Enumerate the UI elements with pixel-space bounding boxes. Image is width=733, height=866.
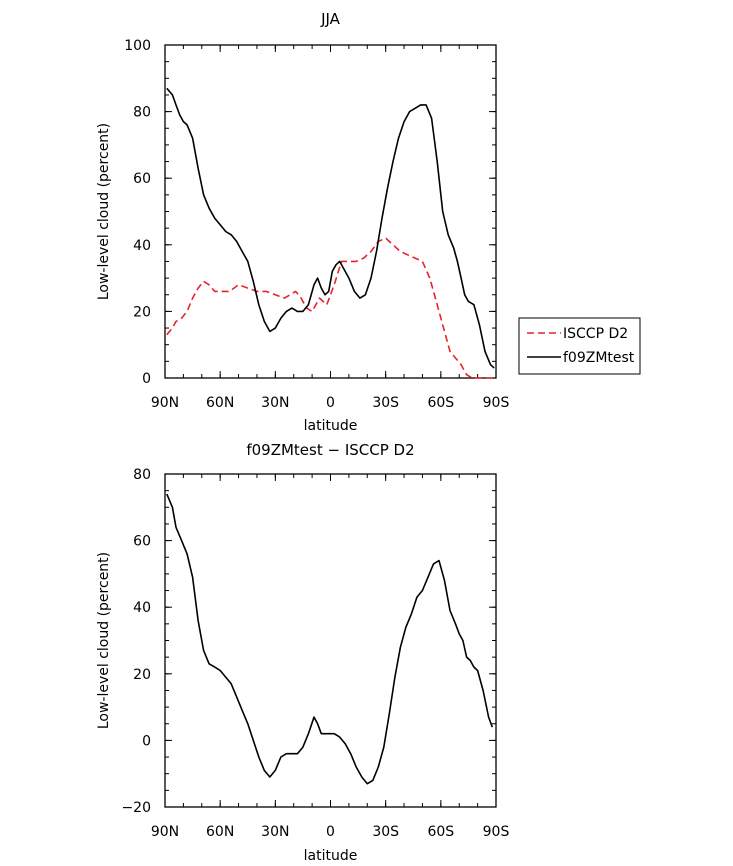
x-tick-label: 60N [206, 824, 234, 840]
x-tick-label: 0 [326, 824, 335, 840]
y-tick-label: 20 [133, 304, 151, 320]
x-axis-label: latitude [304, 848, 358, 864]
plot-frame [164, 44, 497, 379]
series-line-isccp-d2 [166, 237, 495, 379]
series-line-f09zmtest [166, 87, 495, 369]
x-tick-label: 30N [261, 824, 289, 840]
plot-frame [164, 473, 497, 808]
x-tick-label: 90N [151, 395, 179, 411]
y-tick-label: −20 [121, 800, 151, 816]
x-tick-label: 30S [372, 395, 399, 411]
y-tick-label: 0 [142, 733, 151, 749]
y-tick-label: 100 [124, 38, 151, 54]
series-line-difference [166, 493, 494, 785]
x-tick-label: 90N [151, 824, 179, 840]
x-tick-label: 60N [206, 395, 234, 411]
chart-title: JJA [320, 10, 341, 28]
y-axis-label: Low-level cloud (percent) [96, 123, 112, 300]
chart-title: f09ZMtest − ISCCP D2 [246, 441, 414, 459]
legend-box [518, 317, 641, 375]
x-tick-label: 90S [483, 395, 510, 411]
y-tick-label: 60 [133, 534, 151, 550]
x-axis-label: latitude [304, 418, 358, 434]
y-tick-label: 80 [133, 105, 151, 121]
y-tick-label: 60 [133, 171, 151, 187]
legend-label: f09ZMtest [563, 350, 635, 366]
x-tick-label: 30N [261, 395, 289, 411]
y-tick-label: 40 [133, 238, 151, 254]
x-tick-label: 0 [326, 395, 335, 411]
y-tick-label: 20 [133, 667, 151, 683]
y-tick-label: 0 [142, 371, 151, 387]
legend-label: ISCCP D2 [563, 326, 628, 342]
x-tick-label: 60S [427, 395, 454, 411]
y-tick-label: 40 [133, 600, 151, 616]
x-tick-label: 30S [372, 824, 399, 840]
x-tick-label: 60S [427, 824, 454, 840]
y-tick-label: 80 [133, 467, 151, 483]
x-tick-label: 90S [483, 824, 510, 840]
y-axis-label: Low-level cloud (percent) [96, 552, 112, 729]
